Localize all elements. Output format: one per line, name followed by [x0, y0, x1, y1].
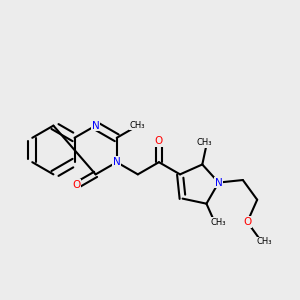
Text: N: N	[113, 157, 121, 167]
Text: O: O	[155, 136, 163, 146]
Text: N: N	[215, 178, 223, 188]
Text: CH₃: CH₃	[196, 138, 212, 147]
Text: O: O	[243, 217, 251, 227]
Text: O: O	[72, 180, 80, 190]
Text: CH₃: CH₃	[257, 237, 272, 246]
Text: N: N	[92, 121, 100, 130]
Text: CH₃: CH₃	[129, 121, 145, 130]
Text: CH₃: CH₃	[210, 218, 226, 227]
